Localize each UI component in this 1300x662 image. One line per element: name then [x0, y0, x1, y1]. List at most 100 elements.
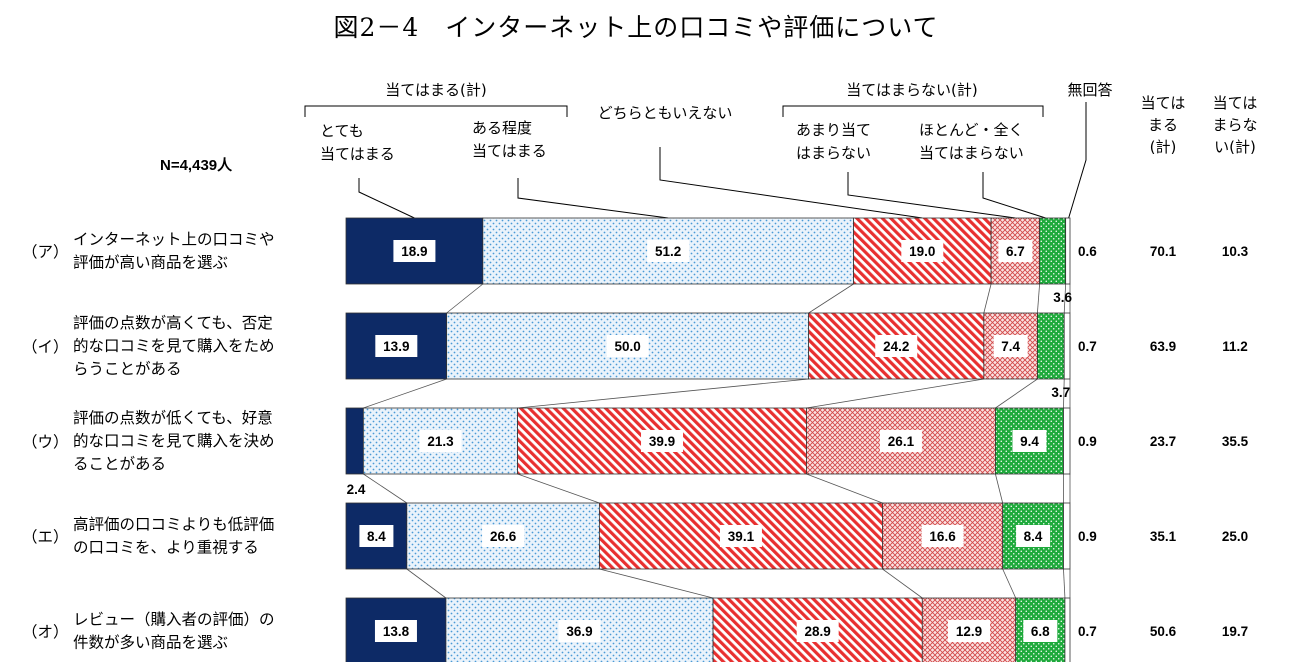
- connector-line: [882, 568, 923, 599]
- data-label-bg: [647, 240, 690, 262]
- totals-columns: 当てはまる (計) 当てはまらない(計) 70.1 10.3 63.9 11.2 23.7 35…: [1141, 94, 1258, 639]
- data-label: 36.9: [566, 624, 592, 639]
- data-label: 39.1: [728, 529, 755, 544]
- connector-line: [363, 378, 447, 409]
- no-answer-value: 0.7: [1078, 339, 1097, 354]
- data-label: 9.4: [1020, 434, 1039, 449]
- data-label: 50.0: [614, 339, 640, 354]
- legend-label-5: 当てはまらない: [919, 144, 1024, 162]
- category-id: （イ）: [22, 338, 69, 356]
- data-label-bg: [393, 240, 436, 262]
- connector-line: [406, 568, 447, 599]
- data-label-bg: [375, 335, 418, 357]
- legend-label-1: 当てはまる: [320, 145, 395, 163]
- category-label: 評価の点数が高くても、否定: [73, 314, 273, 332]
- data-label: 21.3: [427, 434, 454, 449]
- legend-label-4: あまり当て: [796, 121, 871, 139]
- total-disagree-value: 19.7: [1222, 624, 1248, 639]
- data-label-bg: [374, 620, 417, 642]
- data-label-bg: [419, 430, 462, 452]
- connector-line: [1002, 568, 1017, 599]
- totals-header-disagree: い(計): [1214, 138, 1256, 156]
- totals-header-agree: まる: [1148, 116, 1178, 134]
- totals-header-disagree: まらな: [1212, 116, 1257, 134]
- connector-line: [808, 283, 854, 314]
- totals-header-disagree: 当ては: [1213, 94, 1258, 112]
- connector-line: [995, 473, 1004, 504]
- legend-label-5: ほとんど・全く: [919, 121, 1024, 139]
- bar-segment: [1037, 312, 1065, 380]
- connector-line: [599, 568, 714, 599]
- data-label-bg: [1012, 430, 1047, 452]
- chart-title: 図2－4 インターネット上の口コミや評価について: [333, 13, 938, 42]
- legend-label-2: ある程度: [472, 119, 532, 137]
- data-label-outside: 3.7: [1051, 385, 1070, 400]
- bar-segment-no-answer: [1064, 597, 1071, 662]
- data-label-bg: [875, 335, 918, 357]
- category-label: の口コミを、より重視する: [73, 539, 259, 557]
- category-label: 高評価の口コミよりも低評価: [73, 516, 274, 534]
- data-label-bg: [998, 240, 1033, 262]
- bar-segment: [345, 407, 364, 475]
- connector-line: [363, 473, 408, 504]
- connector-line: [446, 283, 484, 314]
- data-label-bg: [719, 525, 762, 547]
- data-label: 24.2: [883, 339, 909, 354]
- category-label: 評価が高い商品を選ぶ: [73, 254, 228, 272]
- leader-line-2: [517, 178, 669, 219]
- legend-group-disagree: 当てはまらない(計): [846, 81, 977, 99]
- category-label: インターネット上の口コミや: [73, 231, 275, 249]
- no-answer-value: 0.9: [1078, 434, 1097, 449]
- data-label-bg: [641, 430, 684, 452]
- connector-line: [1063, 568, 1066, 599]
- connector-line: [1063, 378, 1065, 409]
- data-label-outside: 3.6: [1053, 290, 1072, 305]
- data-label-bg: [359, 525, 394, 547]
- leader-lines: [358, 102, 1087, 219]
- category-id: （ア）: [22, 243, 69, 261]
- category-id: （ウ）: [22, 433, 69, 451]
- data-label: 51.2: [655, 244, 681, 259]
- total-disagree-value: 11.2: [1222, 339, 1248, 354]
- bars: 18.9 51.2 19.0 6.7 3.6 0.6 13.9 50.0 24.2 7.4 3.7 0…: [345, 217, 1097, 662]
- bar-connectors: [363, 283, 1071, 662]
- data-label: 26.6: [490, 529, 517, 544]
- data-label: 7.4: [1001, 339, 1020, 354]
- no-answer-value: 0.6: [1078, 244, 1097, 259]
- leader-line-3: [659, 147, 923, 219]
- no-answer-value: 0.9: [1078, 529, 1097, 544]
- data-label: 19.0: [909, 244, 935, 259]
- category-label: レビュー（購入者の評価）の: [73, 611, 275, 629]
- data-label: 28.9: [805, 624, 831, 639]
- data-label: 6.7: [1006, 244, 1025, 259]
- category-label: らうことがある: [73, 360, 182, 378]
- category-label: ることがある: [73, 455, 166, 473]
- bar-segment-no-answer: [1065, 217, 1071, 285]
- data-label: 6.8: [1031, 624, 1050, 639]
- leader-line-1: [358, 178, 415, 219]
- leader-line-4: [847, 172, 1016, 219]
- totals-header-agree: 当ては: [1141, 94, 1186, 112]
- data-label-bg: [921, 525, 964, 547]
- data-label-bg: [558, 620, 601, 642]
- legend-label-1: とても: [320, 122, 364, 140]
- data-label: 8.4: [367, 529, 386, 544]
- connector-line: [806, 378, 984, 409]
- category-label: 的な口コミを見て購入をため: [73, 337, 275, 355]
- total-agree-value: 50.6: [1150, 624, 1177, 639]
- sample-size-label: N=4,439人: [160, 157, 233, 174]
- legend-label-2: 当てはまる: [472, 142, 547, 160]
- data-label-bg: [901, 240, 944, 262]
- bar-segment: [1039, 217, 1067, 285]
- legend-label-4: はまらない: [796, 144, 871, 162]
- data-label-bg: [948, 620, 991, 642]
- data-label-bg: [482, 525, 525, 547]
- total-disagree-value: 35.5: [1222, 434, 1249, 449]
- totals-header-agree: (計): [1150, 138, 1177, 156]
- data-label-bg: [1023, 620, 1058, 642]
- bar-segment-no-answer: [1063, 502, 1071, 570]
